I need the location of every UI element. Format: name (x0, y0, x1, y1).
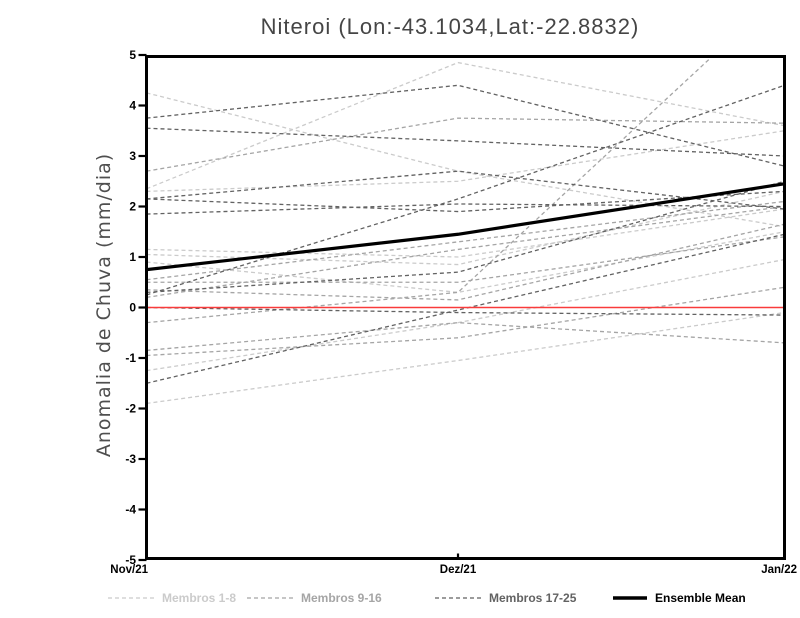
member-line-3 (146, 130, 785, 192)
y-tick-label: 1 (129, 250, 136, 264)
member-line-4 (146, 208, 785, 258)
member-line-12 (146, 205, 785, 299)
y-tick-label: 0 (129, 301, 136, 315)
member-line-9 (146, 117, 785, 172)
y-tick-label: -1 (125, 351, 136, 365)
y-tick-label: 4 (129, 99, 136, 113)
y-tick-label: -3 (125, 452, 136, 466)
member-line-8 (146, 311, 785, 405)
x-tick-label: Dez/21 (440, 564, 477, 576)
dashed-line-swatch-icon (108, 597, 154, 599)
legend-item-membros-1-8: Membros 1-8 (108, 590, 236, 606)
legend-label: Membros 17-25 (489, 591, 577, 605)
y-tick-label: -2 (125, 402, 136, 416)
member-line-18 (146, 190, 785, 213)
member-line-15 (146, 286, 785, 357)
legend-label: Membros 9-16 (301, 591, 382, 605)
ensemble-mean-line (146, 182, 785, 272)
legend-item-membros-9-16: Membros 9-16 (247, 590, 382, 606)
member-line-10 (146, 200, 785, 281)
y-tick-label: 5 (129, 48, 136, 62)
member-line-1 (146, 92, 785, 228)
x-tick-label: Jan/22 (761, 564, 797, 576)
legend-item-ensemble-mean: Ensemble Mean (613, 590, 746, 606)
member-line-7 (146, 258, 785, 372)
legend-label: Ensemble Mean (655, 591, 746, 605)
y-tick-label: -4 (125, 503, 136, 517)
chart-title: Niteroi (Lon:-43.1034,Lat:-22.8832) (260, 14, 640, 39)
solid-line-swatch-icon (613, 596, 647, 600)
y-tick-label: 2 (129, 200, 136, 214)
member-line-17 (146, 127, 785, 157)
dashed-line-swatch-icon (435, 597, 481, 599)
y-tick-label: -5 (125, 553, 136, 567)
legend-label: Membros 1-8 (162, 591, 237, 605)
member-line-20 (146, 84, 785, 296)
member-line-16 (146, 223, 785, 301)
member-line-22 (146, 233, 785, 384)
member-line-5 (146, 190, 785, 266)
member-line-19 (146, 203, 785, 215)
member-line-11 (146, 236, 785, 283)
member-line-6 (146, 231, 785, 294)
dashed-line-swatch-icon (247, 597, 293, 599)
legend-item-membros-17-25: Membros 17-25 (435, 590, 576, 606)
x-tick-label: Nov/21 (110, 564, 148, 576)
member-line-23 (146, 84, 785, 167)
member-line-2 (146, 61, 785, 190)
member-line-24 (146, 170, 785, 210)
member-line-13 (146, 56, 714, 324)
member-line-21 (146, 306, 785, 316)
y-tick-label: 3 (129, 149, 136, 163)
